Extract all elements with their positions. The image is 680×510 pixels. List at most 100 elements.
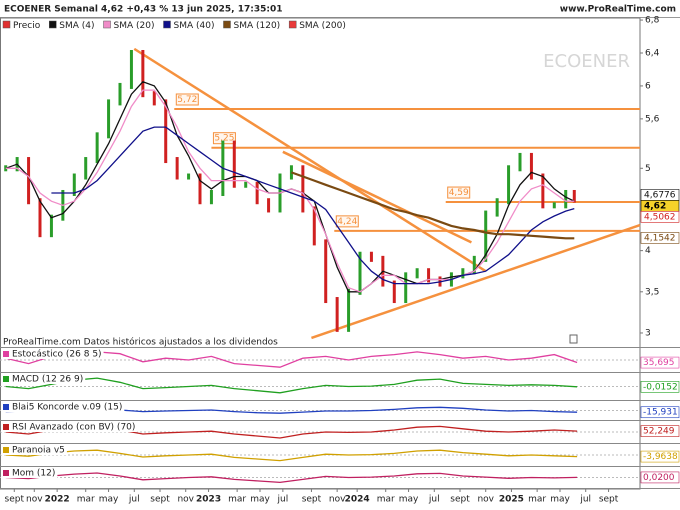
price-bar [484,210,488,262]
price-bar [312,206,316,246]
panel-value: -0,0152 [643,382,678,392]
panel-value: 35,695 [643,358,675,368]
panel-label-bg [1,422,138,432]
panel-value: -15,931 [643,408,678,418]
price-bar [198,173,202,205]
price-bar [358,251,362,295]
header-site: www.ProRealTime.com [560,5,676,15]
trendline [133,47,487,273]
price-bar [187,173,191,180]
x-tick-label: mar [77,495,95,505]
price-bar [301,165,305,213]
y-tick-label: 6,4 [645,48,660,58]
price-bar [335,297,339,332]
y-tick-label: 3 [645,328,651,338]
legend-swatch [223,20,231,29]
x-tick-label: sept [150,495,170,505]
indicator-line [5,449,578,462]
x-tick-label: may [250,495,270,505]
price-label: 4,1542 [644,233,676,243]
price-bar [141,49,145,98]
header-bar [0,0,680,17]
price-bar [529,152,533,180]
price-bar [415,268,419,279]
x-tick-label: nov [477,495,494,505]
panel-swatch [3,376,9,382]
legend-swatch [163,20,171,29]
x-tick-label: sept [450,495,470,505]
panel-value-box [640,471,680,484]
x-tick-label: nov [329,495,346,505]
panel-label-bg [1,349,104,359]
price-bar [518,152,522,172]
price-bar [72,173,76,196]
x-tick-label: sept [599,495,619,505]
info-icon[interactable] [569,334,578,344]
panel-value-box [640,406,680,419]
x-tick-label: 2024 [345,495,370,505]
x-tick-label: jul [128,495,140,505]
panel-value: 0,0200 [643,473,675,483]
x-tick-label: may [399,495,419,505]
legend-swatch [2,20,11,29]
level-box [175,93,199,106]
x-tick-label: mar [528,495,546,505]
price-bar [27,157,31,205]
price-bar [347,288,351,332]
level-label: 4,59 [449,188,469,198]
watermark: ECOENER [543,51,630,72]
price-bar [209,189,213,205]
y-tick-label: 3,5 [645,287,659,297]
price-bar [232,140,236,188]
legend-swatch [103,20,111,29]
price-label: 4,6776 [644,190,676,200]
price-bar [38,198,42,238]
price-bar [507,165,511,205]
panel-label: Paranoia v5 [12,446,65,456]
legend-swatch [288,20,297,29]
panel-swatch [3,447,9,453]
price-bar [541,173,545,209]
panel-label-bg [1,445,67,455]
x-tick-label: sept [302,495,322,505]
sma-line [291,171,575,240]
panel-value-box [640,381,680,393]
level-box [447,186,471,199]
level-box [212,132,236,145]
price-bar [175,157,179,180]
panel-label: Mom (12) [12,469,55,479]
x-tick-label: 2025 [499,495,524,505]
x-tick-label: may [99,495,119,505]
trendline [282,150,472,244]
price-bar [244,181,248,188]
level-label: 5,25 [214,134,234,144]
price-label-box [640,211,680,223]
x-tick-label: may [550,495,570,505]
price-bar [495,198,499,217]
sma-line [5,89,575,293]
price-label: 4,5062 [644,212,676,222]
x-tick-label: mar [377,495,395,505]
price-bar [84,157,88,180]
legend-label: SMA (200) [299,21,346,31]
panel-swatch [3,404,9,410]
panel-value-box [640,356,680,369]
level-box [335,215,359,228]
header-title: ECOENER Semanal 4,62 +0,43 % 13 jun 2025… [4,5,282,15]
price-bar [552,202,556,209]
indicator-line [5,472,578,484]
price-bar [564,189,568,209]
price-bar [369,251,373,262]
price-bar [472,255,476,275]
x-tick-label: mar [228,495,246,505]
price-bar [392,280,396,304]
y-tick-label: 6,8 [645,16,660,26]
x-tick-label: sept [5,495,25,505]
y-tick-label: 4 [645,246,651,256]
x-tick-label: jul [276,495,288,505]
level-label: 4,24 [337,217,357,227]
legend-label: SMA (120) [233,21,280,31]
price-bar [164,99,168,164]
